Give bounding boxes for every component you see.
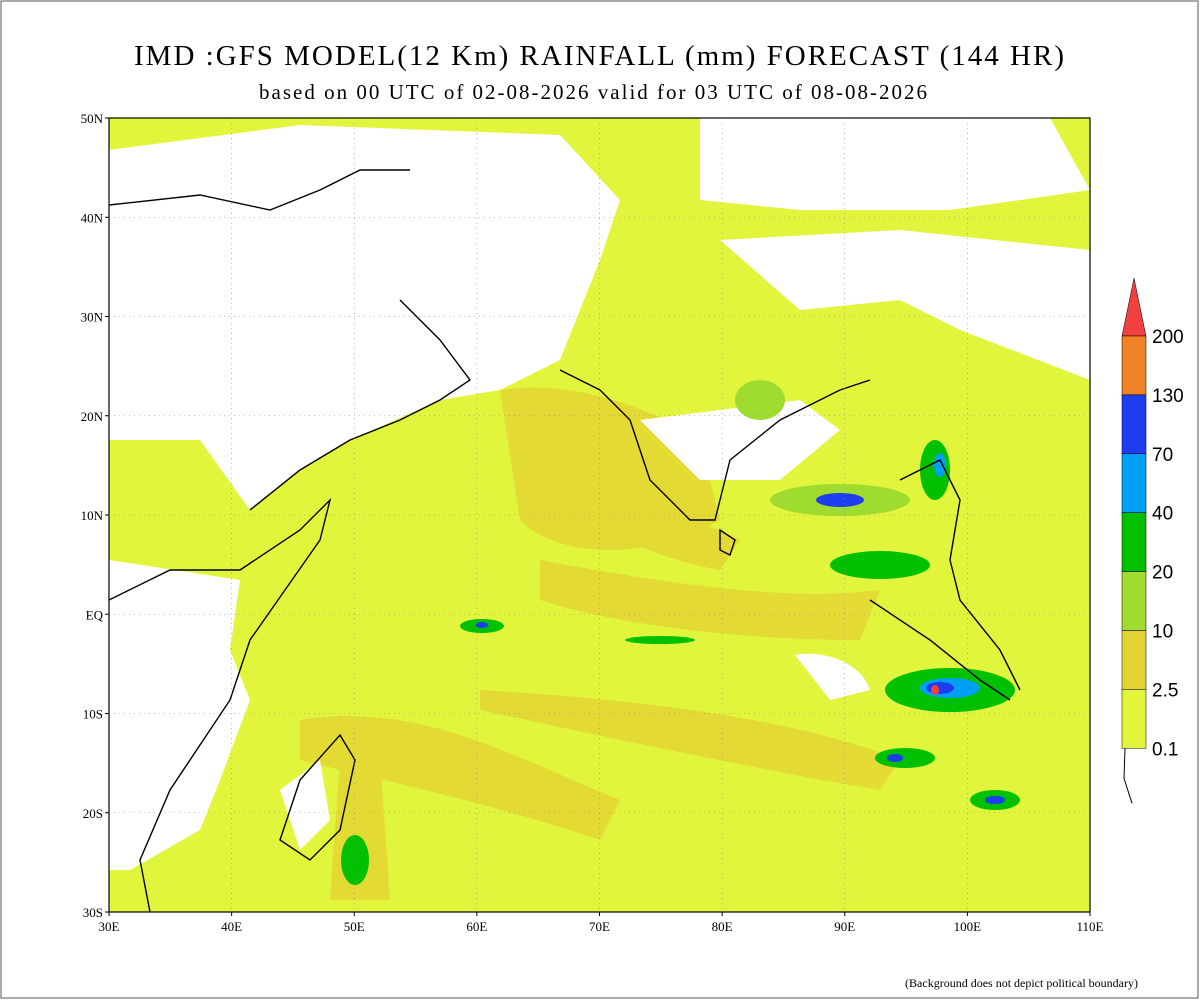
legend: 200 130 70 40 20 10 2.5 0.1 [1121, 277, 1184, 804]
legend-swatch [1121, 512, 1147, 572]
lon-label: 50E [344, 919, 365, 934]
legend-swatch [1121, 571, 1147, 631]
lon-label: 110E [1077, 919, 1104, 934]
title: IMD :GFS MODEL(12 Km) RAINFALL (mm) FORE… [134, 40, 1066, 72]
lat-label: 30N [81, 310, 104, 325]
legend-label: 40 [1152, 504, 1173, 525]
subtitle: based on 00 UTC of 02-08-2026 valid for … [259, 80, 929, 104]
lon-label: 70E [589, 919, 610, 934]
rain-field [108, 118, 1090, 913]
lon-label: 60E [466, 919, 487, 934]
legend-arrow [1121, 277, 1147, 337]
lon-label: 40E [221, 919, 242, 934]
lon-label: 90E [834, 919, 855, 934]
legend-label: 0.1 [1152, 739, 1178, 760]
legend-label: 10 [1152, 622, 1173, 643]
lat-label: 10N [81, 508, 104, 523]
legend-swatch [1121, 453, 1147, 513]
heavy-rain [341, 380, 1020, 885]
lon-label: 100E [954, 919, 982, 934]
lat-label: 30S [83, 905, 103, 920]
legend-swatch [1121, 394, 1147, 455]
lon-label: 80E [712, 919, 733, 934]
lat-label: 20N [81, 409, 104, 424]
legend-label: 70 [1152, 445, 1173, 466]
dry-areas [109, 118, 1090, 870]
legend-label: 200 [1152, 327, 1184, 348]
legend-label: 2.5 [1152, 680, 1178, 701]
coastlines [108, 169, 1021, 913]
lat-label: 10S [83, 707, 103, 722]
lat-label: 20S [83, 806, 103, 821]
lat-label: 50N [81, 111, 104, 126]
lon-label: 30E [99, 919, 120, 934]
legend-tail [1123, 748, 1133, 804]
legend-label: 20 [1152, 563, 1173, 584]
legend-swatch [1121, 689, 1147, 749]
legend-swatch [1121, 335, 1147, 396]
lat-label: EQ [86, 607, 104, 622]
legend-label: 130 [1152, 386, 1184, 407]
legend-swatch [1121, 630, 1147, 690]
footer-note: (Background does not depict political bo… [905, 976, 1138, 990]
lat-label: 40N [81, 210, 104, 225]
